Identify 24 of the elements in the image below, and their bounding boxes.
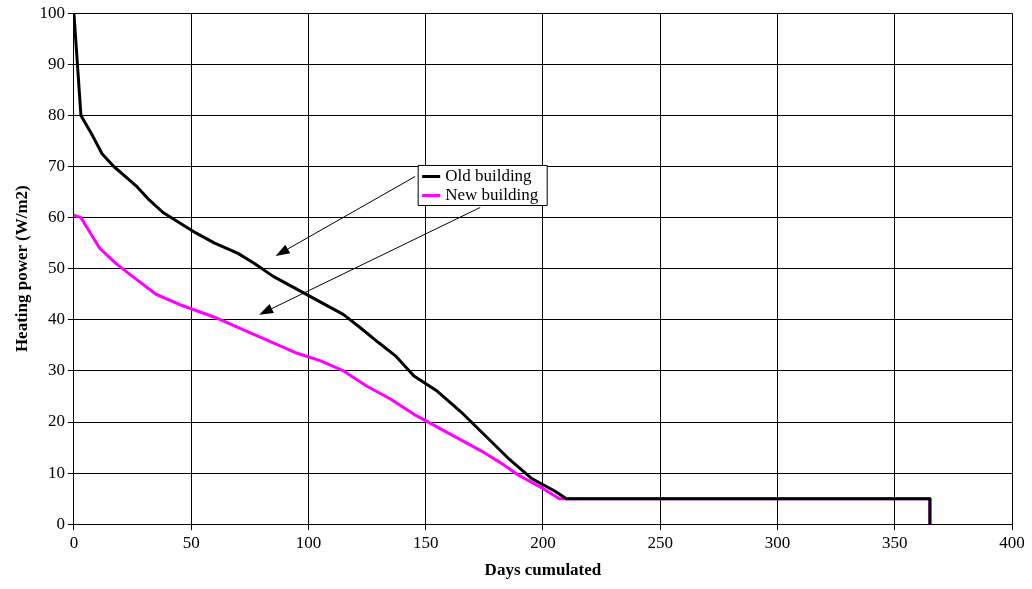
x-tick-label: 350 [881, 532, 908, 552]
x-tick-label: 250 [647, 532, 673, 552]
y-tick-label: 10 [47, 462, 65, 482]
x-tick-label: 50 [182, 532, 200, 552]
legend-label: New building [445, 184, 539, 204]
y-tick-label: 100 [39, 2, 65, 22]
legend-label: Old building [445, 165, 533, 185]
y-axis-title: Heating power (W/m2) [11, 185, 31, 353]
y-tick-label: 80 [47, 104, 65, 124]
y-tick-label: 30 [47, 360, 65, 380]
y-tick-label: 70 [47, 155, 65, 175]
y-tick-label: 0 [56, 513, 65, 533]
x-tick-label: 200 [530, 532, 556, 552]
x-tick-label: 300 [764, 532, 791, 552]
x-axis-title: Days cumulated [484, 560, 602, 580]
y-tick-label: 60 [47, 207, 65, 227]
y-tick-label: 50 [47, 258, 65, 278]
x-tick-label: 150 [412, 532, 439, 552]
x-tick-label: 100 [295, 532, 322, 552]
y-tick-label: 20 [47, 411, 65, 431]
x-tick-label: 0 [69, 532, 79, 552]
x-tick-label: 400 [999, 532, 1025, 552]
y-tick-label: 40 [47, 309, 65, 329]
y-tick-label: 90 [47, 53, 65, 73]
